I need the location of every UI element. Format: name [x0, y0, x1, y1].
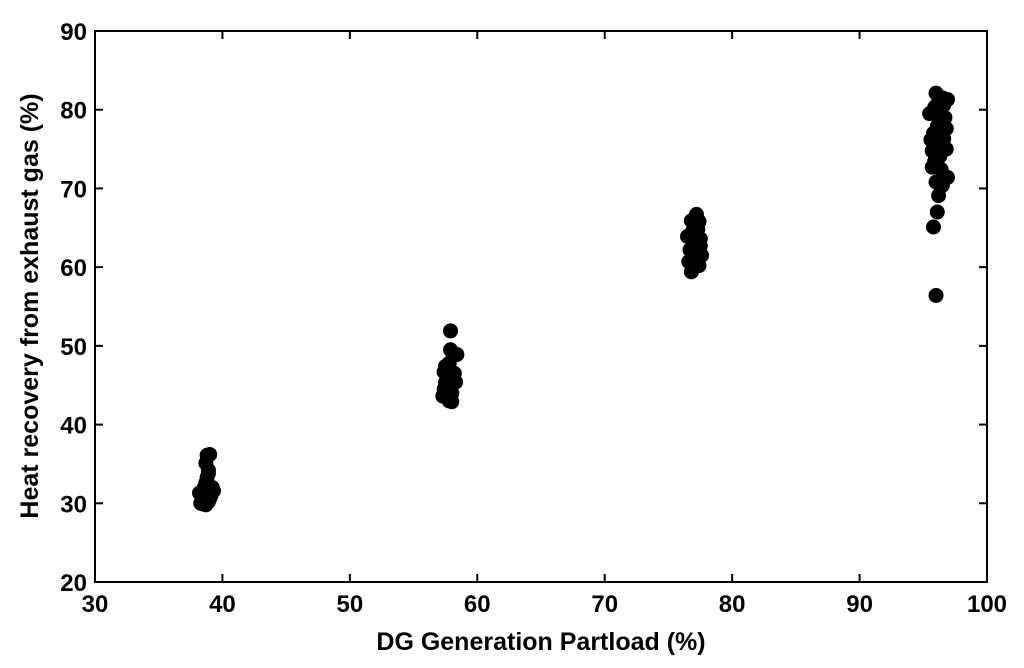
y-axis-label: Heat recovery from exhaust gas (%): [16, 93, 44, 518]
data-point: [440, 376, 456, 392]
data-point: [929, 204, 945, 220]
x-tick-label: 100: [967, 591, 1007, 618]
x-tick-label: 60: [464, 591, 491, 618]
data-point: [202, 446, 218, 462]
data-point: [200, 465, 216, 481]
x-tick-label: 80: [719, 591, 746, 618]
data-point: [936, 97, 952, 113]
data-point: [437, 358, 453, 374]
y-tick-label: 90: [60, 19, 87, 46]
y-tick-label: 70: [60, 176, 87, 203]
x-tick-label: 90: [846, 591, 873, 618]
data-point: [682, 242, 698, 258]
x-tick-label: 40: [209, 591, 236, 618]
data-point: [938, 121, 954, 137]
data-point: [197, 479, 213, 495]
data-point: [449, 347, 465, 363]
x-axis-label: DG Generation Partload (%): [376, 628, 705, 656]
y-tick-label: 30: [60, 491, 87, 518]
x-tick-label: 70: [591, 591, 618, 618]
data-point: [687, 256, 703, 272]
data-point: [685, 223, 701, 239]
x-tick-label: 30: [82, 591, 109, 618]
data-point: [444, 394, 460, 410]
y-tick-label: 80: [60, 98, 87, 125]
plot-area: [94, 30, 988, 583]
data-point: [925, 219, 941, 235]
y-tick-label: 20: [60, 570, 87, 597]
data-point: [929, 152, 945, 168]
data-point: [198, 497, 214, 513]
data-point: [928, 85, 944, 101]
x-tick-label: 50: [337, 591, 364, 618]
y-tick-label: 60: [60, 255, 87, 282]
data-point: [928, 287, 944, 303]
data-points: [191, 85, 955, 513]
y-tick-label: 50: [60, 334, 87, 361]
data-point: [443, 323, 459, 339]
y-tick-label: 40: [60, 413, 87, 440]
